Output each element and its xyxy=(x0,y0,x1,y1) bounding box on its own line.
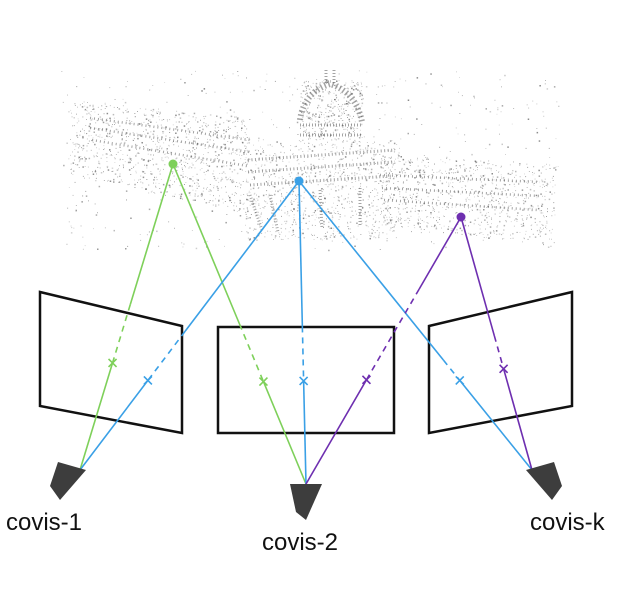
camera-covis-1-icon xyxy=(50,462,86,500)
ray-blue-covis-1-to-camera xyxy=(79,379,149,471)
camera-label-covis-k: covis-k xyxy=(530,509,606,536)
ray-green-covis-1-outer xyxy=(129,163,174,305)
ray-purple-covis-k-to-camera xyxy=(502,368,533,471)
ray-blue-covis-2-to-camera xyxy=(302,380,307,485)
ray-blue-covis-2-inside xyxy=(301,326,305,381)
projection-rays xyxy=(79,159,533,485)
ray-blue-covis-k-outer xyxy=(298,180,445,361)
building-silhouette xyxy=(89,70,541,233)
ray-green-covis-1-to-camera xyxy=(79,362,114,471)
image-planes xyxy=(38,290,574,435)
image-plane-covis-k xyxy=(427,290,574,435)
camera-label-covis-1: covis-1 xyxy=(6,509,82,536)
ray-blue-covis-k-to-camera xyxy=(459,379,533,471)
image-plane-covis-1 xyxy=(38,290,184,435)
camera-label-covis-2: covis-2 xyxy=(262,529,338,556)
ray-purple-covis-2-projection xyxy=(361,375,372,385)
ray-green-covis-2-projection xyxy=(258,377,269,387)
landmark-purple xyxy=(456,212,466,222)
ray-blue-covis-k-inside xyxy=(442,359,461,381)
ray-green-covis-1-projection xyxy=(107,358,118,368)
camera-covis-k-icon xyxy=(526,462,562,500)
camera-covis-2-icon xyxy=(290,484,322,520)
landmark-green xyxy=(168,159,178,169)
ray-purple-covis-k-projection xyxy=(499,364,509,374)
ray-purple-covis-2-to-camera xyxy=(305,379,368,485)
landmark-blue xyxy=(294,176,304,186)
ray-blue-covis-1-outer xyxy=(184,180,300,332)
image-plane-covis-2 xyxy=(216,325,396,435)
point-cloud-dots xyxy=(61,70,560,252)
ray-blue-covis-k-projection xyxy=(455,375,465,385)
ray-purple-covis-k-inside xyxy=(493,335,505,370)
ray-green-covis-2-to-camera xyxy=(262,381,307,485)
point-cloud xyxy=(61,70,560,252)
ray-green-covis-2-outer xyxy=(172,163,241,325)
ray-blue-covis-1-projection xyxy=(143,375,153,385)
ray-blue-covis-2-projection xyxy=(299,376,309,386)
ray-blue-covis-2-outer xyxy=(298,180,304,327)
ray-purple-covis-k-outer xyxy=(460,216,496,337)
ray-purple-covis-2-outer xyxy=(418,216,462,290)
cameras xyxy=(50,462,562,520)
